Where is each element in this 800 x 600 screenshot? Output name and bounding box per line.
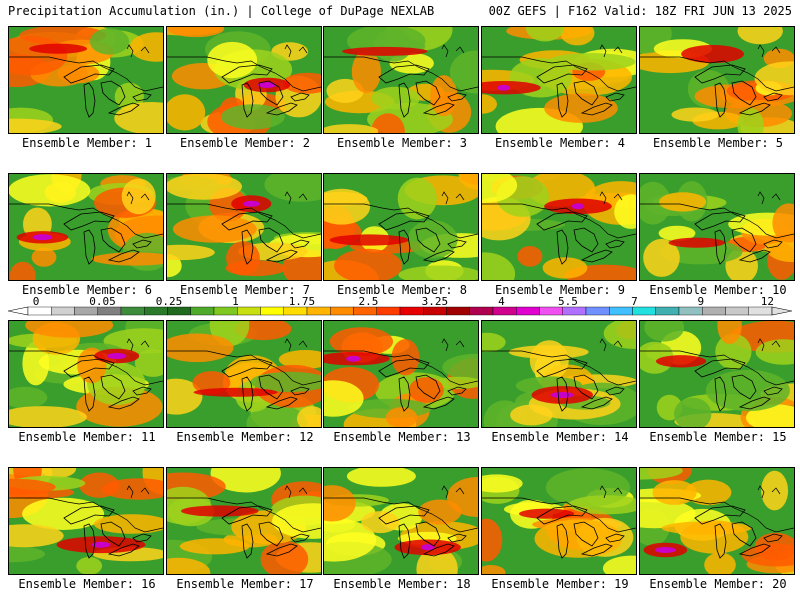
ensemble-member-map — [166, 26, 322, 134]
ensemble-member-label: Ensemble Member: 10 — [649, 283, 787, 297]
precipitation-colorbar: 0 0.05 0.25 1 1.75 2.5 3.25 4 5.5 7 9 12 — [8, 295, 792, 319]
ensemble-member-map — [323, 173, 479, 281]
colorbar-swatch — [27, 306, 52, 316]
colorbar-tick-label: 9 — [697, 295, 705, 308]
ensemble-member-map — [481, 26, 637, 134]
colorbar-swatch — [678, 306, 703, 316]
map-title: Precipitation Accumulation (in.) | Colle… — [8, 4, 435, 18]
ensemble-member-map — [8, 26, 164, 134]
ensemble-member-label: Ensemble Member: 13 — [333, 430, 471, 444]
ensemble-member-map — [323, 467, 479, 575]
colorbar-swatch — [260, 306, 284, 316]
colorbar-swatch — [74, 306, 98, 316]
ensemble-member-map — [8, 467, 164, 575]
ensemble-member-label: Ensemble Member: 12 — [176, 430, 314, 444]
colorbar-swatch — [725, 306, 749, 316]
colorbar-swatch — [97, 306, 122, 316]
colorbar-tick-label: 3.25 — [421, 295, 449, 308]
ensemble-member-label: Ensemble Member: 9 — [494, 283, 626, 297]
ensemble-member-map — [481, 320, 637, 428]
colorbar-swatch — [167, 306, 191, 316]
ensemble-member-label: Ensemble Member: 20 — [649, 577, 787, 591]
ensemble-member-label: Ensemble Member: 7 — [179, 283, 311, 297]
colorbar-swatch — [469, 306, 494, 316]
colorbar-swatch — [376, 306, 401, 316]
colorbar-swatch — [748, 306, 773, 316]
ensemble-member-map — [639, 173, 795, 281]
colorbar-swatch — [539, 306, 563, 316]
ensemble-member-map — [323, 320, 479, 428]
colorbar-min-arrow — [8, 306, 29, 316]
ensemble-member-label: Ensemble Member: 14 — [491, 430, 629, 444]
colorbar-tick-label: 0.05 — [89, 295, 116, 308]
colorbar-tick-label: 4 — [498, 295, 505, 308]
ensemble-member-map — [166, 320, 322, 428]
colorbar-tick-label: 0 — [32, 295, 40, 308]
ensemble-member-map — [323, 26, 479, 134]
colorbar-swatch — [283, 306, 308, 316]
colorbar-swatch — [190, 306, 215, 316]
colorbar-swatch — [213, 306, 238, 316]
colorbar-swatch — [144, 306, 168, 316]
ensemble-member-label: Ensemble Member: 18 — [333, 577, 471, 591]
ensemble-member-map — [481, 173, 637, 281]
ensemble-member-label: Ensemble Member: 6 — [21, 283, 153, 297]
ensemble-member-map — [8, 173, 164, 281]
colorbar-swatch — [446, 306, 470, 316]
colorbar-tick-label: 2.5 — [358, 295, 379, 308]
ensemble-member-label: Ensemble Member: 2 — [179, 136, 311, 150]
colorbar-swatch — [516, 306, 540, 316]
ensemble-member-map — [8, 320, 164, 428]
colorbar-max-arrow — [771, 306, 792, 316]
colorbar-tick-label: 12 — [760, 295, 774, 308]
colorbar-swatch — [655, 306, 680, 316]
ensemble-member-map — [166, 467, 322, 575]
ensemble-member-label: Ensemble Member: 19 — [491, 577, 629, 591]
colorbar-swatch — [353, 306, 377, 316]
ensemble-member-map — [639, 320, 795, 428]
colorbar-swatch — [585, 306, 610, 316]
colorbar-tick-label: 0.25 — [155, 295, 183, 308]
ensemble-member-label: Ensemble Member: 3 — [336, 136, 468, 150]
ensemble-member-label: Ensemble Member: 1 — [21, 136, 153, 150]
ensemble-member-label: Ensemble Member: 16 — [18, 577, 156, 591]
colorbar-tick-label: 7 — [631, 295, 638, 308]
ensemble-member-map — [639, 26, 795, 134]
ensemble-member-label: Ensemble Member: 5 — [652, 136, 784, 150]
colorbar-tick-label: 1.75 — [288, 295, 316, 308]
ensemble-member-map — [166, 173, 322, 281]
ensemble-member-label: Ensemble Member: 8 — [336, 283, 468, 297]
colorbar-swatch — [492, 306, 517, 316]
colorbar-swatch — [702, 306, 726, 316]
ensemble-member-label: Ensemble Member: 11 — [18, 430, 156, 444]
ensemble-member-label: Ensemble Member: 17 — [176, 577, 314, 591]
ensemble-member-map — [481, 467, 637, 575]
ensemble-member-map — [639, 467, 795, 575]
colorbar-swatch — [632, 306, 656, 316]
colorbar-swatch — [330, 306, 354, 316]
model-run-info: 00Z GEFS | F162 Valid: 18Z FRI JUN 13 20… — [488, 4, 792, 18]
colorbar-swatch — [120, 306, 145, 316]
colorbar-swatch — [51, 306, 75, 316]
ensemble-member-label: Ensemble Member: 15 — [649, 430, 787, 444]
colorbar-swatch — [237, 306, 261, 316]
colorbar-tick-label: 1 — [232, 295, 239, 308]
colorbar-tick-label: 5.5 — [557, 295, 578, 308]
colorbar-swatch — [609, 306, 633, 316]
colorbar-swatch — [423, 306, 447, 316]
colorbar-swatch — [399, 306, 424, 316]
colorbar-swatch — [562, 306, 587, 316]
ensemble-member-label: Ensemble Member: 4 — [494, 136, 626, 150]
colorbar-swatch — [306, 306, 331, 316]
